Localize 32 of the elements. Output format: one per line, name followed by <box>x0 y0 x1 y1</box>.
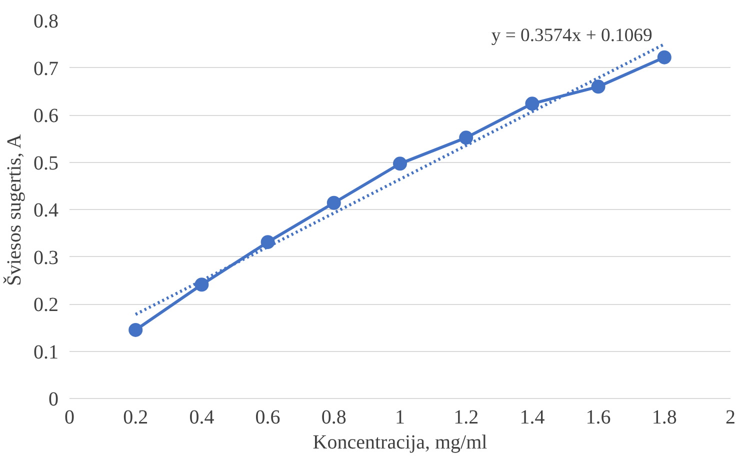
y-tick-label: 0.8 <box>34 10 58 32</box>
x-axis-title: Koncentracija, mg/ml <box>312 432 488 454</box>
x-tick-label: 1.8 <box>652 406 677 428</box>
y-axis-title: Šviesos sugertis, A <box>2 134 26 286</box>
x-tick-label: 0.2 <box>123 406 148 428</box>
annotation: y = 0.3574x + 0.1069 <box>491 25 652 46</box>
x-tick-label: 0.6 <box>255 406 280 428</box>
y-tick-label: 0.4 <box>34 200 58 222</box>
point <box>194 278 209 292</box>
x-tick-label: 2 <box>726 406 736 428</box>
point <box>459 130 474 145</box>
y-tick-label: 0.6 <box>34 105 58 127</box>
x-tick-label: 0.8 <box>321 406 346 428</box>
x-tick-label: 1.6 <box>586 406 611 428</box>
point <box>591 80 606 94</box>
point <box>525 96 540 111</box>
y-tick-label: 0.2 <box>34 294 58 316</box>
y-tick-label: 0.7 <box>34 58 58 80</box>
y-tick-label: 0.3 <box>34 246 58 269</box>
x-tick-label: 0.4 <box>189 406 214 428</box>
y-tick-label: 0.5 <box>34 152 58 174</box>
x-tick-label: 0 <box>64 406 74 428</box>
y-tick-label: 0 <box>48 388 58 410</box>
x-tick-label: 1 <box>395 406 405 428</box>
point <box>260 235 275 250</box>
y-tick-label: 0.1 <box>34 341 58 364</box>
point <box>393 156 407 171</box>
x-tick-label: 1.2 <box>454 406 479 428</box>
point <box>657 50 672 64</box>
point <box>326 196 341 210</box>
x-tick-label: 1.4 <box>520 406 545 428</box>
point <box>128 323 143 337</box>
